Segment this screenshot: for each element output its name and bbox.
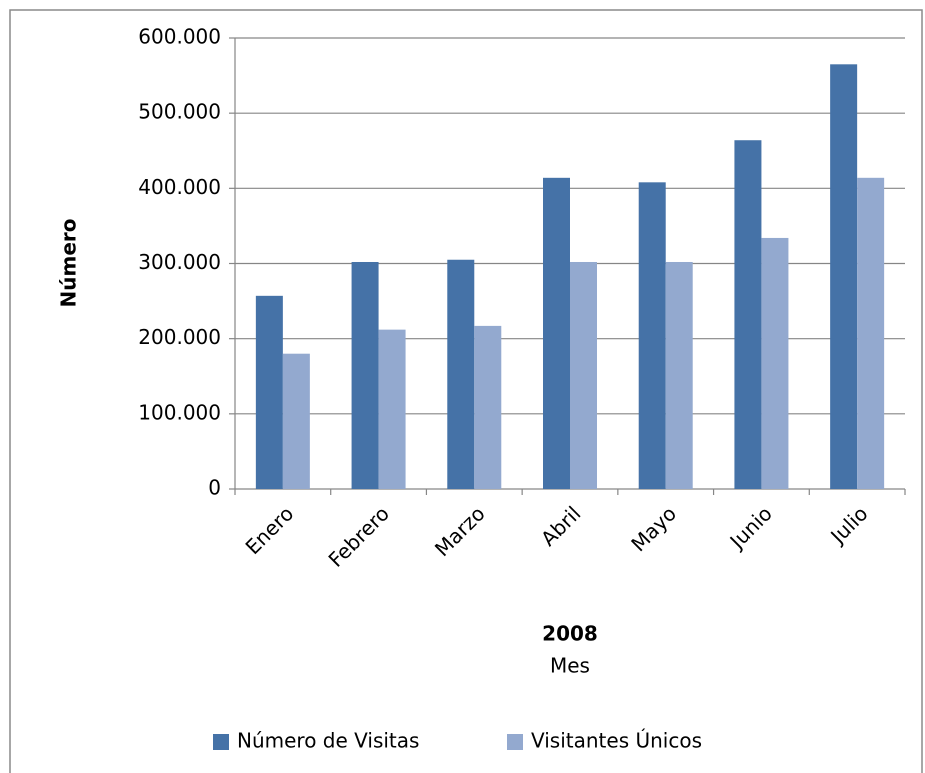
bar [351, 261, 379, 489]
y-tick-label: 300.000 [138, 250, 221, 274]
x-tick-label: Abril [536, 501, 585, 550]
x-axis-sublabel: Mes [550, 654, 590, 678]
x-axis-label: 2008 [542, 622, 598, 646]
y-tick-label: 0 [208, 476, 221, 500]
bar [857, 177, 885, 489]
bar [543, 177, 570, 489]
bar [761, 237, 789, 489]
chart-frame [9, 9, 923, 773]
y-tick-label: 500.000 [138, 100, 221, 124]
y-tick-label: 600.000 [138, 25, 221, 49]
legend-label: Visitantes Únicos [531, 729, 702, 753]
bar [474, 325, 502, 489]
bar [665, 261, 693, 489]
x-tick-label: Mayo [626, 501, 681, 556]
bar [378, 329, 406, 489]
bar [255, 295, 283, 489]
x-tick-label: Junio [724, 501, 777, 554]
bar [447, 259, 475, 489]
y-axis-label: Número [57, 219, 81, 308]
y-tick-label: 100.000 [138, 400, 221, 424]
x-tick-label: Febrero [324, 501, 394, 571]
x-tick-label: Enero [241, 501, 299, 559]
legend-swatch [507, 734, 523, 750]
y-tick-label: 200.000 [138, 325, 221, 349]
bar [638, 182, 666, 489]
legend-label: Número de Visitas [237, 729, 419, 753]
x-tick-label: Julio [825, 501, 873, 549]
bar [734, 140, 762, 489]
y-tick-label: 400.000 [138, 175, 221, 199]
bar [830, 64, 858, 489]
bar [282, 353, 310, 489]
legend-swatch [213, 734, 229, 750]
bar [570, 261, 597, 489]
x-tick-label: Marzo [430, 501, 490, 561]
